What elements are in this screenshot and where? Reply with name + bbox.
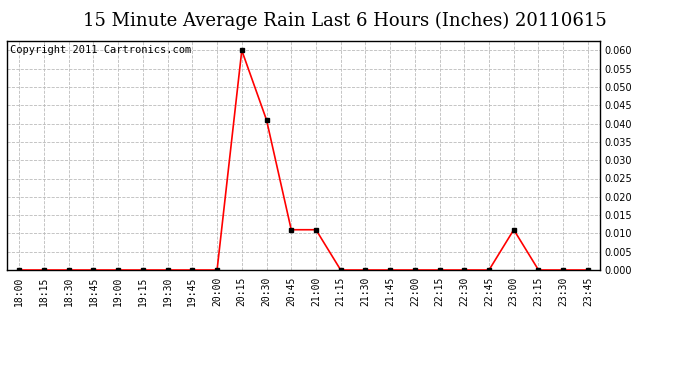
Text: Copyright 2011 Cartronics.com: Copyright 2011 Cartronics.com (10, 45, 191, 55)
Text: 15 Minute Average Rain Last 6 Hours (Inches) 20110615: 15 Minute Average Rain Last 6 Hours (Inc… (83, 11, 607, 30)
